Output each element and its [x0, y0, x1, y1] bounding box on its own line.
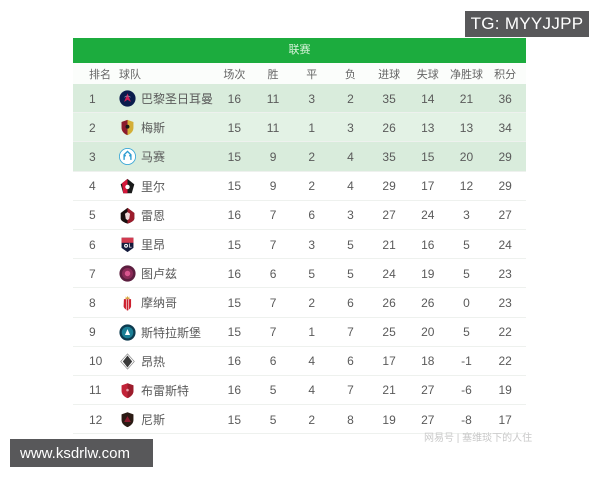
svg-text:L: L	[129, 244, 132, 250]
